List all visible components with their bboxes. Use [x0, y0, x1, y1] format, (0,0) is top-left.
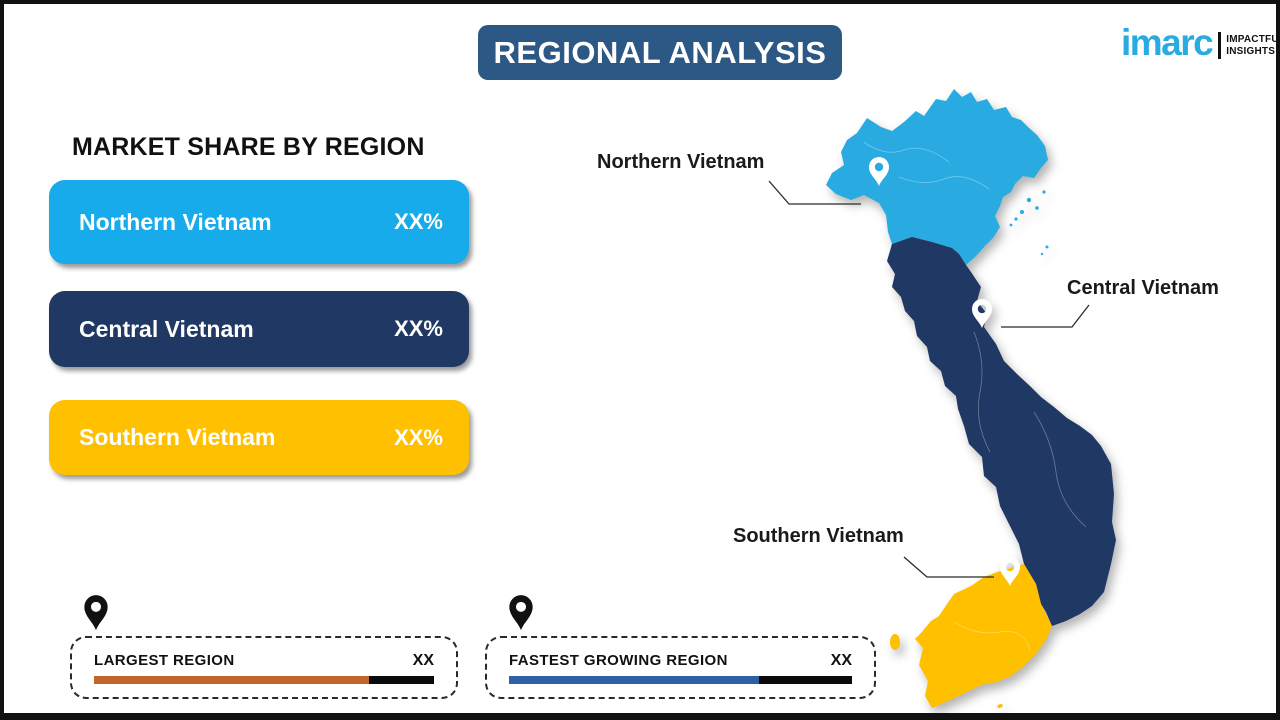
fastest-growing-region-label: FASTEST GROWING REGION	[509, 652, 728, 669]
province-borders	[973, 331, 1087, 528]
fastest-growing-region-value: XX	[830, 652, 852, 669]
map-region-southern	[915, 564, 1052, 708]
largest-region-value: XX	[412, 652, 434, 669]
southern-pin-icon	[1000, 557, 1020, 586]
province-borders	[953, 621, 1031, 651]
page-title-box: REGIONAL ANALYSIS	[478, 25, 842, 80]
logo-tagline: IMPACTFUL INSIGHTS	[1226, 34, 1280, 57]
phu-quoc-island	[890, 634, 900, 650]
largest-region-meter	[94, 676, 434, 684]
map-label-central: Central Vietnam	[1067, 277, 1219, 299]
northern-islands	[1009, 190, 1049, 256]
logo-tagline-line2: INSIGHTS	[1226, 45, 1276, 57]
northern-pin-icon	[869, 157, 889, 186]
share-bar-northern-value: XX%	[394, 209, 443, 234]
share-bar-southern: Southern Vietnam XX%	[49, 400, 469, 475]
share-bar-southern-value: XX%	[394, 424, 443, 450]
con-dao-island	[997, 704, 1003, 708]
central-pin-icon	[972, 299, 992, 328]
share-bar-northern: Northern Vietnam XX%	[49, 180, 469, 264]
logo-tagline-line1: IMPACTFUL	[1226, 34, 1280, 45]
map-label-southern: Southern Vietnam	[733, 525, 904, 547]
page-title: REGIONAL ANALYSIS	[493, 34, 827, 70]
share-bar-central-value: XX%	[394, 316, 443, 341]
share-bar-central: Central Vietnam XX%	[49, 291, 469, 367]
map-region-central	[887, 237, 1116, 626]
province-borders	[863, 141, 990, 190]
share-bar-central-label: Central Vietnam	[79, 315, 254, 342]
imarc-logo-text: imarc	[1121, 22, 1214, 63]
map-region-northern	[826, 89, 1048, 265]
map-label-northern: Northern Vietnam	[597, 151, 765, 173]
largest-region-pin-icon	[84, 595, 108, 631]
largest-region-meter-fill	[94, 676, 370, 684]
fastest-growing-region-pin-icon	[509, 595, 533, 631]
logo-divider	[1218, 32, 1222, 59]
imarc-logo: imarc IMPACTFUL INSIGHTS	[1121, 22, 1280, 63]
fastest-growing-region-box: FASTEST GROWING REGION XX	[485, 636, 876, 699]
largest-region-box: LARGEST REGION XX	[70, 636, 458, 699]
share-bar-northern-label: Northern Vietnam	[79, 208, 272, 235]
largest-region-label: LARGEST REGION	[94, 652, 235, 669]
share-bar-southern-label: Southern Vietnam	[79, 424, 276, 450]
vietnam-map	[804, 82, 1154, 713]
fastest-growing-region-meter	[509, 676, 852, 684]
fastest-growing-region-meter-fill	[509, 676, 760, 684]
market-share-heading: MARKET SHARE BY REGION	[72, 133, 425, 161]
